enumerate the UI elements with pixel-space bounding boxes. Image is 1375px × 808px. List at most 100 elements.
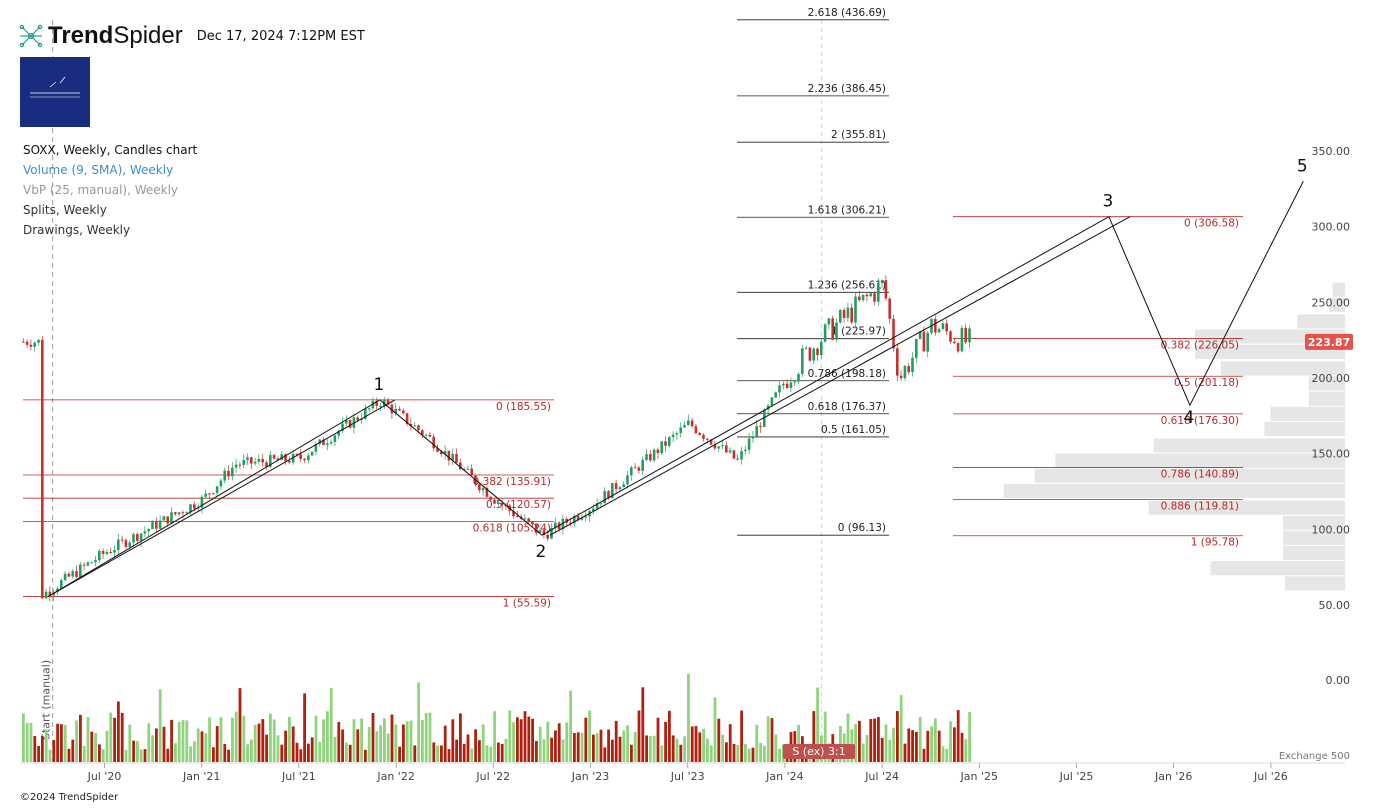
candle [151, 521, 154, 530]
volume-bar [238, 688, 242, 762]
volume-bar [398, 746, 401, 762]
volume-bar [409, 720, 413, 762]
candle [41, 339, 44, 599]
candle [113, 550, 116, 553]
candle [584, 516, 587, 518]
volume-bar [288, 716, 291, 762]
volume-bar [846, 713, 850, 762]
volume-bar [291, 726, 295, 762]
fib-ext-level-label: 0.786 (198.18) [808, 368, 886, 380]
candle [645, 454, 648, 460]
volume-bar [713, 697, 717, 762]
candle [424, 434, 428, 436]
volume-bar [360, 718, 363, 762]
candle [269, 455, 272, 467]
candle [318, 439, 321, 445]
fib2-level-label: 0.786 (140.89) [1161, 468, 1239, 480]
candle [831, 318, 834, 340]
volume-bar [379, 725, 382, 762]
candle [869, 293, 872, 297]
candle [934, 318, 937, 333]
volume-bar [766, 716, 770, 762]
candle [755, 426, 758, 437]
legend-splits[interactable]: Splits, Weekly [23, 203, 107, 217]
wave-label-4: 4 [1183, 408, 1194, 428]
legend-volume[interactable]: Volume (9, SMA), Weekly [23, 163, 174, 177]
volume-bar [903, 743, 907, 762]
volume-bar [29, 722, 33, 762]
candle [86, 562, 90, 566]
volume-bar [56, 723, 59, 762]
legend-drawings[interactable]: Drawings, Weekly [23, 223, 131, 237]
candle [797, 373, 800, 382]
publisher-logo [20, 57, 90, 127]
volume-bar [348, 744, 352, 762]
candle [683, 424, 686, 428]
volume-bar [432, 742, 436, 762]
volume-bar [918, 716, 922, 762]
candle [177, 512, 181, 515]
volume-bar [253, 724, 257, 762]
volume-bar [375, 731, 379, 762]
volume-bar [580, 732, 584, 762]
candle [569, 522, 572, 524]
volume-bar [299, 749, 303, 762]
candle [139, 533, 143, 541]
volume-bar [181, 720, 185, 762]
candle [166, 516, 169, 524]
candle [827, 318, 831, 325]
volume-bar [907, 728, 911, 762]
legend-main[interactable]: SOXX, Weekly, Candles chart [23, 143, 198, 157]
volume-bar [105, 730, 109, 762]
volume-bar [523, 711, 527, 762]
candle [839, 309, 842, 323]
candle [892, 318, 895, 349]
volume-bar [341, 729, 344, 762]
volume-bar [139, 749, 143, 762]
x-tick-label: Jul '24 [864, 770, 899, 783]
candle [675, 433, 679, 435]
candle [105, 552, 109, 554]
volume-bar [869, 718, 873, 762]
volume-bar [675, 738, 679, 762]
volume-bar [295, 742, 299, 762]
volume-bar [447, 749, 451, 762]
candle [888, 298, 891, 319]
volume-bar [60, 724, 63, 762]
candle [394, 408, 397, 414]
volume-bar [652, 735, 656, 762]
candle [611, 483, 614, 499]
volume-bar [367, 726, 371, 762]
volume-bar [356, 729, 360, 762]
x-tick-label: Jan '23 [571, 770, 609, 783]
volume-bar [611, 739, 614, 762]
x-tick-label: Jul '26 [1253, 770, 1288, 783]
candle [573, 515, 576, 524]
candle [109, 552, 112, 554]
vbp-bar [1285, 576, 1345, 591]
volume-bar [208, 717, 211, 762]
volume-bar [386, 733, 390, 762]
candle [219, 480, 223, 487]
chart-legend: SOXX, Weekly, Candles chart Volume (9, S… [23, 140, 197, 240]
candle [280, 454, 283, 460]
candle [865, 294, 869, 297]
candle [751, 436, 755, 439]
volume-bar [174, 743, 177, 762]
volume-bar [934, 718, 937, 762]
volume-bar [573, 733, 576, 762]
volume-bar [888, 739, 892, 762]
split-badge-label: S (ex) 3:1 [792, 745, 845, 758]
volume-bar [147, 723, 151, 762]
x-tick-label: Jan '24 [765, 770, 803, 783]
volume-bar [508, 710, 512, 762]
volume-bar [911, 730, 914, 762]
volume-bar [953, 727, 956, 762]
legend-vbp[interactable]: VbP (25, manual), Weekly [23, 183, 179, 197]
volume-bar [269, 713, 272, 762]
candle [299, 454, 302, 459]
candle [333, 435, 337, 442]
volume-bar [101, 749, 105, 762]
volume-bar [155, 728, 158, 762]
